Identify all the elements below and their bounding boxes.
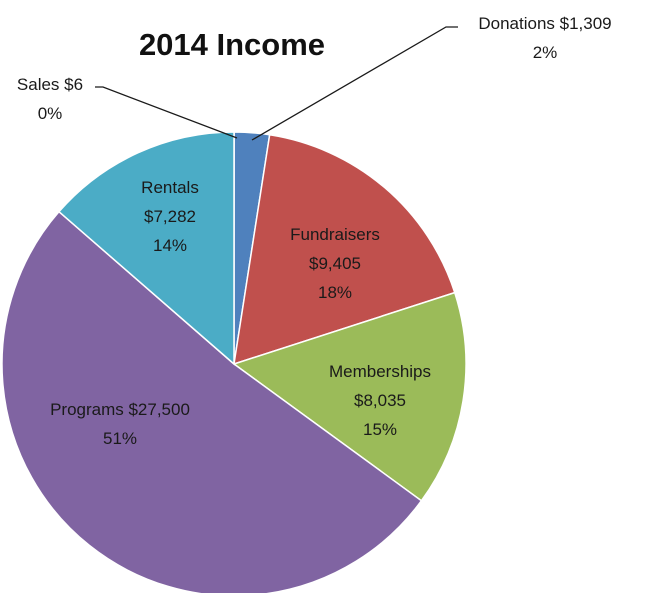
slice-label-programs: Programs $27,500 51% [50,400,190,448]
slice-label-programs-line-2: 51% [103,429,137,448]
slice-label-rentals-line-3: 14% [153,236,187,255]
slice-label-fundraisers-line-2: $9,405 [309,254,361,273]
slice-label-sales-line-1: Sales $6 [17,75,83,94]
slice-memberships [232,291,467,502]
slice-label-sales-line-2: 0% [38,104,63,123]
slice-label-memberships: Memberships $8,035 15% [329,362,431,439]
slice-label-donations: Donations $1,309 2% [478,14,611,62]
slice-label-donations-line-1: Donations $1,309 [478,14,611,33]
slice-label-programs-line-1: Programs $27,500 [50,400,190,419]
slice-label-rentals: Rentals $7,282 14% [141,178,199,255]
slice-label-fundraisers-line-1: Fundraisers [290,225,380,244]
pie-slices [1,131,467,593]
slice-label-sales: Sales $6 0% [17,75,83,123]
slice-label-rentals-line-2: $7,282 [144,207,196,226]
slice-label-fundraisers: Fundraisers $9,405 18% [290,225,380,302]
leader-line-donations [251,26,458,141]
slice-programs [1,210,423,593]
slice-labels: Sales $6 0% Donations $1,309 2% Fundraisers $… [17,14,612,448]
slice-label-donations-line-2: 2% [533,43,558,62]
slice-label-fundraisers-line-3: 18% [318,283,352,302]
slice-label-memberships-line-1: Memberships [329,362,431,381]
slice-label-rentals-line-1: Rentals [141,178,199,197]
slice-fundraisers [233,133,456,366]
slice-rentals [57,131,235,366]
slice-label-memberships-line-3: 15% [363,420,397,439]
leader-lines [95,26,458,141]
slice-label-memberships-line-2: $8,035 [354,391,406,410]
chart-title: 2014 Income [139,27,325,62]
leader-line-sales [95,86,238,139]
